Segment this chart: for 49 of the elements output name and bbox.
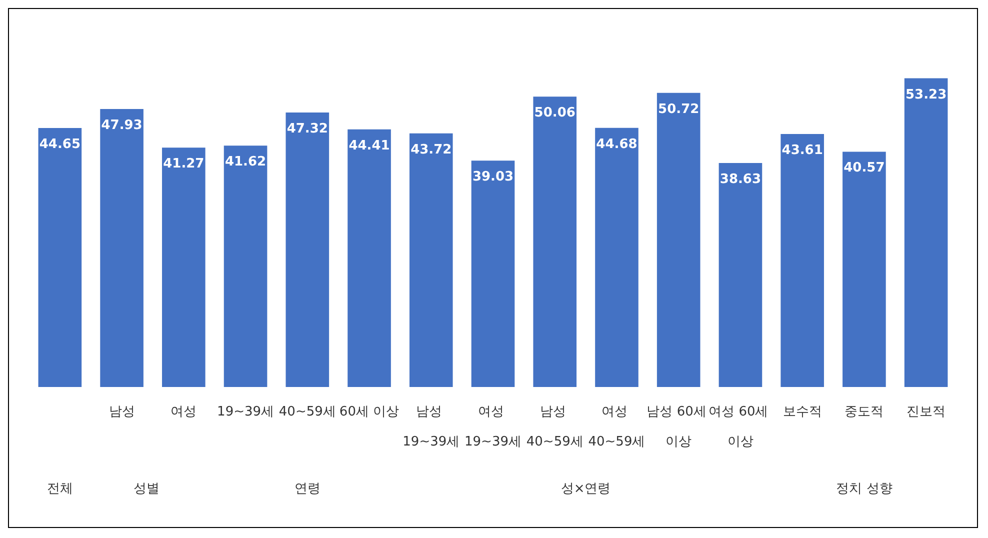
data-label: 44.68 <box>596 136 638 152</box>
bar <box>471 160 515 387</box>
x-tick-label: 여성 60세 이상 <box>708 404 772 450</box>
data-label: 41.62 <box>224 154 266 170</box>
bar <box>904 78 948 387</box>
data-label: 53.23 <box>906 87 947 102</box>
x-tick-label: 남성 40~59세 <box>526 404 584 450</box>
data-label: 44.65 <box>39 137 80 152</box>
x-tick-label: 여성 40~59세 <box>588 404 646 450</box>
bar <box>533 96 577 387</box>
x-tick-label: 60세 이상 <box>339 404 400 420</box>
x-tick-label: 보수적 <box>782 404 822 420</box>
bar <box>718 162 762 387</box>
data-label: 38.63 <box>720 172 762 187</box>
x-tick-label: 중도적 <box>844 404 884 420</box>
x-tick-label: 여성 19~39세 <box>464 404 522 450</box>
x-tick-label: 40~59세 <box>278 404 336 420</box>
data-label: 40.57 <box>844 160 885 176</box>
bar <box>100 109 144 387</box>
text: 성별 <box>134 482 160 496</box>
text: 정치 성향 <box>836 482 892 496</box>
x-tick-label: 진보적 <box>906 404 946 420</box>
text: 연령 <box>294 482 320 496</box>
data-label: 47.32 <box>286 122 328 137</box>
text: 전체 <box>46 482 73 496</box>
bar <box>348 129 391 387</box>
bar <box>842 152 886 387</box>
data-label: 47.93 <box>101 118 142 134</box>
bar <box>409 133 453 387</box>
data-label: 39.03 <box>472 170 514 185</box>
text: 성×연령 <box>560 482 611 496</box>
x-tick-label: 남성 <box>108 404 135 420</box>
bar <box>780 134 824 387</box>
data-label: 41.27 <box>163 156 204 172</box>
bar <box>38 128 82 387</box>
data-label: 44.41 <box>348 138 390 154</box>
data-label: 50.06 <box>534 106 576 121</box>
data-label: 43.61 <box>782 143 823 158</box>
data-label: 43.72 <box>410 142 452 158</box>
data-label: 50.72 <box>658 102 700 117</box>
x-tick-label: 남성 60세 이상 <box>646 404 711 450</box>
bar <box>656 92 700 387</box>
bar <box>595 128 638 387</box>
bar <box>224 146 268 387</box>
x-tick-label: 19~39세 <box>217 404 274 420</box>
x-tick-label: 남성 19~39세 <box>402 404 460 450</box>
bar <box>162 148 206 387</box>
bar <box>286 112 330 387</box>
x-tick-label: 여성 <box>170 404 197 420</box>
